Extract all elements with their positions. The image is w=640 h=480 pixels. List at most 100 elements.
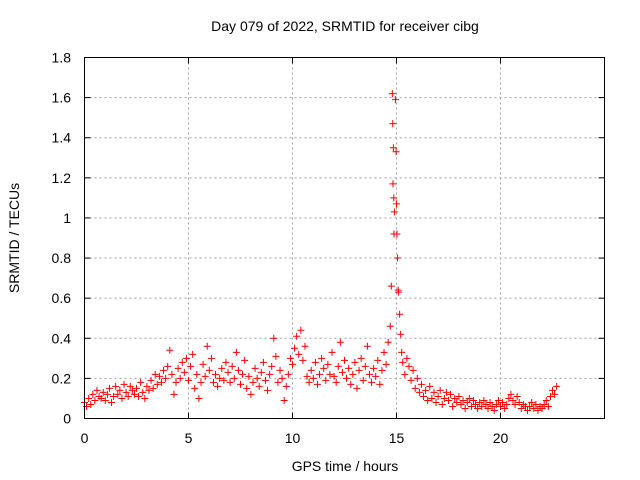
data-point bbox=[116, 386, 124, 394]
data-point bbox=[528, 398, 536, 406]
data-point bbox=[357, 354, 365, 362]
grid-lines bbox=[84, 57, 605, 419]
data-point bbox=[343, 374, 351, 382]
data-point bbox=[359, 376, 367, 384]
data-point bbox=[187, 362, 195, 370]
data-point bbox=[153, 380, 161, 388]
data-point bbox=[392, 148, 400, 156]
data-point bbox=[91, 396, 99, 404]
data-point bbox=[405, 362, 413, 370]
data-point bbox=[220, 376, 228, 384]
data-point bbox=[303, 372, 311, 380]
data-point bbox=[299, 356, 307, 364]
data-point bbox=[486, 398, 494, 406]
data-point bbox=[268, 362, 276, 370]
data-point bbox=[551, 390, 559, 398]
data-point bbox=[396, 310, 404, 318]
data-point bbox=[386, 322, 394, 330]
data-point bbox=[313, 380, 321, 388]
data-point bbox=[417, 380, 425, 388]
data-point bbox=[207, 354, 215, 362]
data-point bbox=[328, 348, 336, 356]
data-point bbox=[266, 370, 274, 378]
data-point bbox=[172, 378, 180, 386]
data-point bbox=[212, 370, 220, 378]
x-tick-label: 15 bbox=[389, 430, 405, 446]
data-point bbox=[270, 334, 278, 342]
data-point bbox=[141, 394, 149, 402]
data-point bbox=[99, 388, 107, 396]
data-point bbox=[451, 394, 459, 402]
data-point bbox=[467, 402, 475, 410]
data-point bbox=[318, 354, 326, 362]
data-point bbox=[361, 362, 369, 370]
data-point bbox=[176, 374, 184, 382]
data-point bbox=[540, 400, 548, 408]
data-point bbox=[428, 394, 436, 402]
data-point bbox=[259, 358, 267, 366]
data-point bbox=[363, 342, 371, 350]
data-point bbox=[384, 338, 392, 346]
data-point bbox=[480, 396, 488, 404]
data-point bbox=[517, 404, 525, 412]
data-point bbox=[407, 376, 415, 384]
data-point bbox=[524, 406, 532, 414]
data-point bbox=[484, 404, 492, 412]
data-point bbox=[388, 90, 396, 98]
data-point bbox=[353, 384, 361, 392]
data-point bbox=[372, 372, 380, 380]
data-point bbox=[224, 368, 232, 376]
data-point bbox=[135, 392, 143, 400]
data-point bbox=[449, 402, 457, 410]
data-point bbox=[490, 406, 498, 414]
y-tick-label: 0.4 bbox=[52, 330, 72, 346]
data-point bbox=[143, 382, 151, 390]
data-point bbox=[494, 396, 502, 404]
data-point bbox=[390, 194, 398, 202]
data-point bbox=[515, 398, 523, 406]
data-point bbox=[365, 370, 373, 378]
data-points bbox=[81, 90, 561, 414]
data-point bbox=[174, 364, 182, 372]
data-point bbox=[398, 348, 406, 356]
data-point bbox=[393, 200, 400, 208]
data-point bbox=[209, 378, 217, 386]
data-point bbox=[509, 396, 517, 404]
data-point bbox=[155, 372, 163, 380]
data-point bbox=[455, 392, 463, 400]
data-point bbox=[472, 400, 480, 408]
data-point bbox=[413, 374, 421, 382]
data-point bbox=[378, 366, 386, 374]
data-point bbox=[133, 384, 140, 392]
data-point bbox=[507, 390, 515, 398]
series-srmtid bbox=[81, 90, 561, 414]
data-point bbox=[505, 394, 513, 402]
data-point bbox=[122, 388, 130, 396]
data-point bbox=[320, 364, 328, 372]
data-point bbox=[332, 378, 340, 386]
data-point bbox=[137, 378, 145, 386]
data-point bbox=[97, 394, 105, 402]
data-point bbox=[234, 366, 242, 374]
data-point bbox=[544, 402, 552, 410]
data-point bbox=[280, 396, 288, 404]
data-point bbox=[457, 400, 465, 408]
x-tick-label: 20 bbox=[493, 430, 509, 446]
data-point bbox=[476, 398, 484, 406]
data-point bbox=[295, 350, 303, 358]
data-point bbox=[147, 376, 155, 384]
data-point bbox=[447, 390, 455, 398]
data-point bbox=[488, 402, 496, 410]
data-point bbox=[397, 330, 405, 338]
data-point bbox=[394, 254, 402, 262]
data-point bbox=[440, 394, 448, 402]
data-point bbox=[243, 384, 251, 392]
data-point bbox=[103, 390, 111, 398]
data-point bbox=[293, 332, 301, 340]
data-point bbox=[434, 392, 442, 400]
data-point bbox=[432, 398, 440, 406]
data-point bbox=[351, 358, 359, 366]
data-point bbox=[326, 370, 334, 378]
data-point bbox=[105, 384, 113, 392]
